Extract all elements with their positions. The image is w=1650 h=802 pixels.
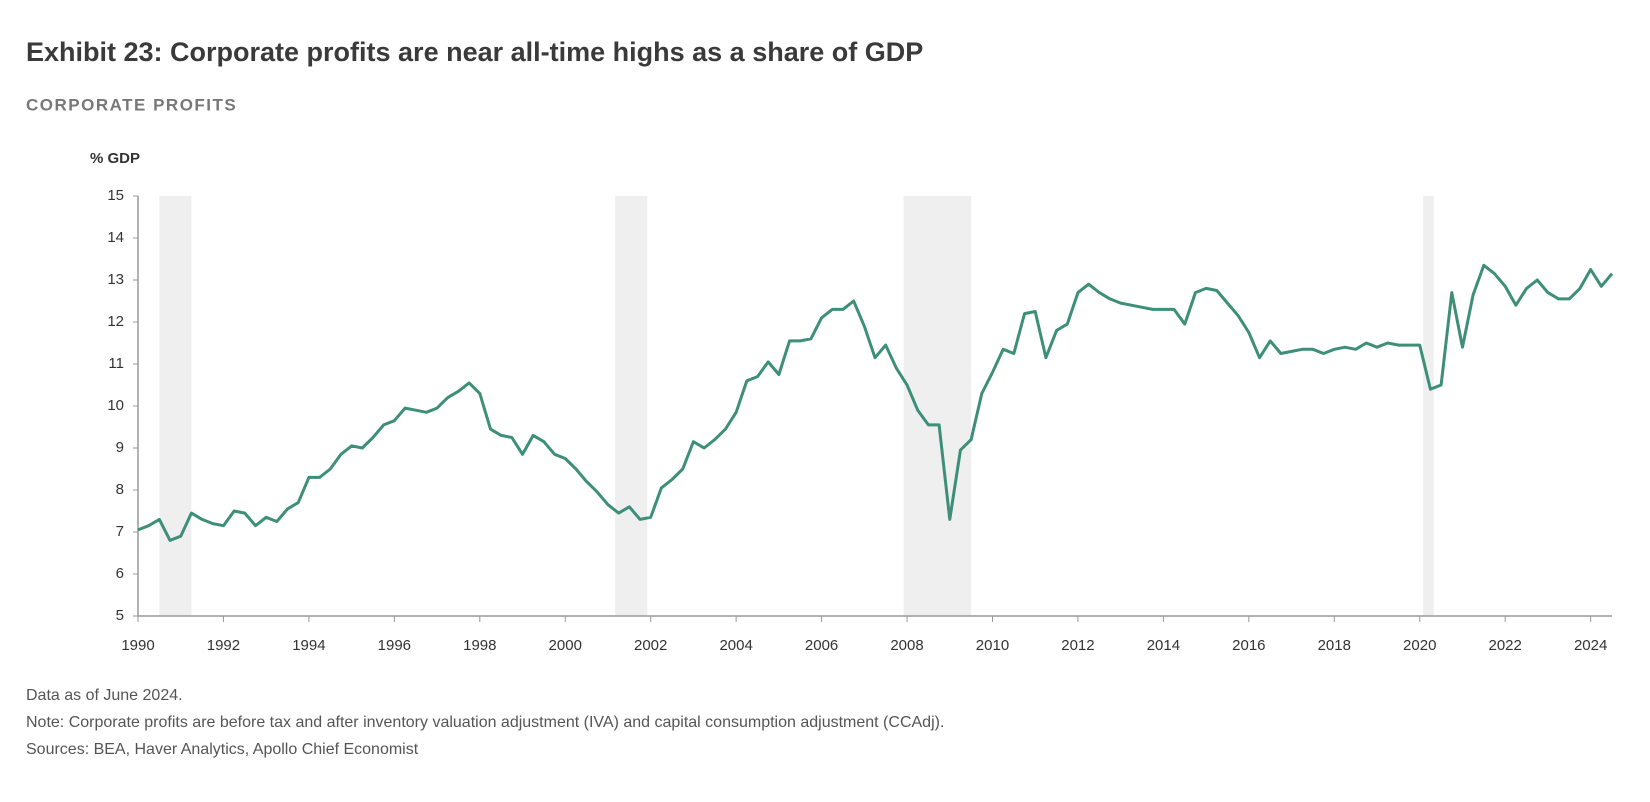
x-tick-label: 1990 <box>121 637 154 654</box>
y-tick-label: 14 <box>107 229 124 246</box>
note: Note: Corporate profits are before tax a… <box>26 714 944 731</box>
y-tick-label: 12 <box>107 313 124 330</box>
x-tick-label: 2002 <box>634 637 667 654</box>
y-tick-label: 7 <box>116 523 124 540</box>
x-tick-label: 1996 <box>378 637 411 654</box>
y-axis-label: % GDP <box>90 150 140 167</box>
x-tick-label: 2000 <box>549 637 582 654</box>
recession-band <box>903 196 972 616</box>
y-tick-label: 11 <box>108 355 124 372</box>
y-tick-label: 10 <box>107 397 124 414</box>
x-tick-label: 2012 <box>1061 637 1094 654</box>
y-tick-label: 5 <box>116 607 124 624</box>
x-tick-label: 2024 <box>1574 637 1607 654</box>
x-tick-label: 2018 <box>1318 637 1351 654</box>
x-tick-label: 2014 <box>1147 637 1180 654</box>
x-tick-label: 2004 <box>719 637 752 654</box>
y-tick-label: 9 <box>116 439 124 456</box>
data-line <box>137 263 1614 542</box>
chart-subtitle: CORPORATE PROFITS <box>26 95 237 114</box>
x-tick-label: 1994 <box>292 637 325 654</box>
y-tick-label: 6 <box>116 565 124 582</box>
y-tick-label: 8 <box>116 481 124 498</box>
y-tick-label: 13 <box>107 271 124 288</box>
x-tick-label: 1998 <box>463 637 496 654</box>
x-tick-label: 1992 <box>207 637 240 654</box>
x-tick-label: 2010 <box>976 637 1009 654</box>
x-tick-label: 2006 <box>805 637 838 654</box>
y-tick-label: 15 <box>107 187 124 204</box>
x-tick-label: 2022 <box>1489 637 1522 654</box>
sources: Sources: BEA, Haver Analytics, Apollo Ch… <box>26 741 419 758</box>
x-tick-label: 2016 <box>1232 637 1265 654</box>
recession-band <box>615 196 648 616</box>
x-tick-label: 2020 <box>1403 637 1436 654</box>
chart-title: Exhibit 23: Corporate profits are near a… <box>26 37 923 67</box>
x-tick-label: 2008 <box>890 637 923 654</box>
data-note: Data as of June 2024. <box>26 687 183 704</box>
recession-band <box>1423 196 1434 616</box>
recession-band <box>159 196 192 616</box>
